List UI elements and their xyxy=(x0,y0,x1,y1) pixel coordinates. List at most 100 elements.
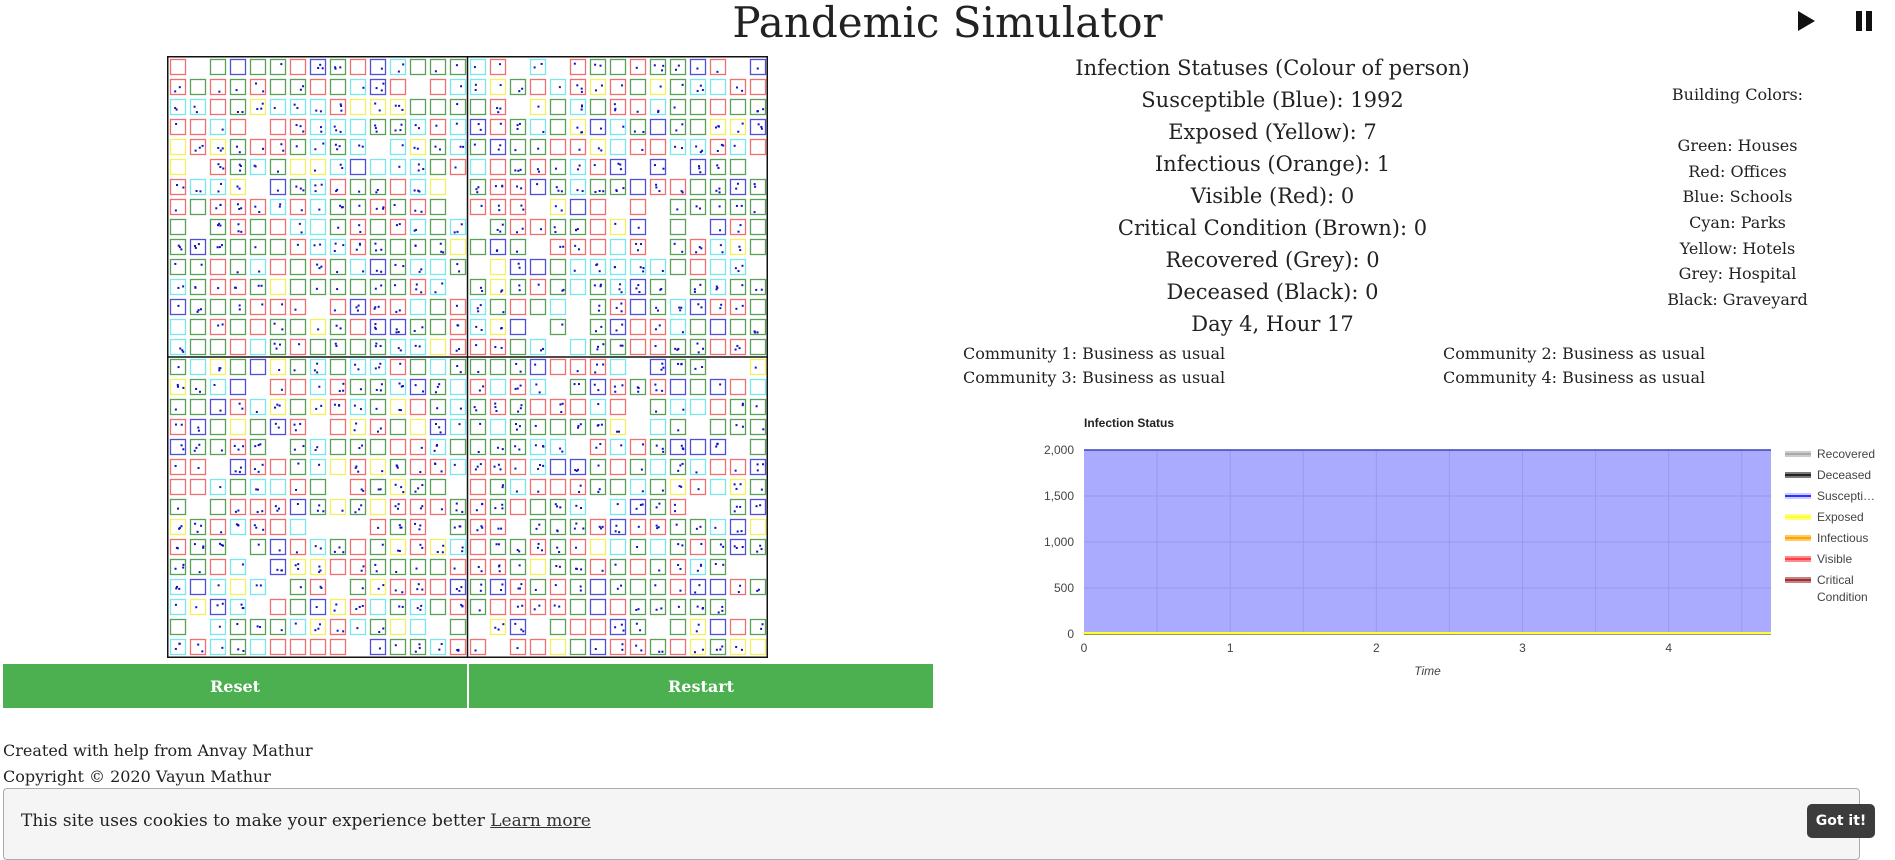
person xyxy=(640,504,642,506)
learn-more-link[interactable]: Learn more xyxy=(490,811,591,831)
building xyxy=(511,560,526,575)
person xyxy=(456,365,458,367)
building xyxy=(391,420,406,435)
person xyxy=(242,607,244,609)
person xyxy=(375,191,377,193)
building xyxy=(311,100,326,115)
person xyxy=(301,209,303,211)
person xyxy=(482,385,484,387)
person xyxy=(318,386,320,388)
building xyxy=(671,640,686,655)
person xyxy=(278,508,280,510)
got-it-button[interactable]: Got it! xyxy=(1807,804,1875,838)
day-hour-clock: Day 4, Hour 17 xyxy=(1000,308,1545,340)
person xyxy=(215,207,217,209)
person xyxy=(681,363,683,365)
person xyxy=(217,190,219,192)
person xyxy=(737,270,739,272)
building xyxy=(571,360,586,375)
person xyxy=(281,328,283,330)
building xyxy=(311,560,326,575)
building xyxy=(411,140,426,155)
community-1-status: Community 1: Business as usual xyxy=(963,344,1225,363)
person xyxy=(378,588,380,590)
person xyxy=(622,126,624,128)
building-colors-legend: Building Colors: Green: Houses Red: Offi… xyxy=(1640,82,1835,312)
person xyxy=(682,463,684,465)
building xyxy=(411,240,426,255)
building xyxy=(711,460,726,475)
person xyxy=(480,584,482,586)
person xyxy=(677,564,679,566)
building xyxy=(431,60,446,75)
simulation-canvas[interactable] xyxy=(167,56,768,658)
person xyxy=(742,426,744,428)
person xyxy=(696,68,698,70)
person xyxy=(418,163,420,165)
person xyxy=(257,625,259,627)
person xyxy=(459,525,461,527)
building xyxy=(471,580,486,595)
person xyxy=(698,351,700,353)
person xyxy=(619,288,621,290)
person xyxy=(654,164,656,166)
person xyxy=(616,190,618,192)
person xyxy=(617,503,619,505)
person xyxy=(297,563,299,565)
person xyxy=(397,508,399,510)
person xyxy=(416,568,418,570)
person xyxy=(174,90,176,92)
person xyxy=(577,168,579,170)
building xyxy=(471,320,486,335)
person xyxy=(196,111,198,113)
reset-button[interactable]: Reset xyxy=(3,664,467,708)
building xyxy=(571,160,586,175)
person xyxy=(197,531,199,533)
person xyxy=(422,168,424,170)
person xyxy=(295,186,297,188)
building xyxy=(351,200,366,215)
person xyxy=(302,189,304,191)
building xyxy=(651,600,666,615)
building xyxy=(531,560,546,575)
person xyxy=(542,465,544,467)
person xyxy=(515,388,517,390)
person xyxy=(256,411,258,413)
person xyxy=(237,648,239,650)
person xyxy=(175,424,177,426)
person xyxy=(315,110,317,112)
person xyxy=(438,383,440,385)
building xyxy=(371,120,386,135)
person xyxy=(340,164,342,166)
person xyxy=(740,530,742,532)
person xyxy=(396,328,398,330)
person xyxy=(517,128,519,130)
person xyxy=(502,448,504,450)
person xyxy=(378,631,380,633)
x-tick-label: 3 xyxy=(1519,641,1526,655)
person xyxy=(358,508,360,510)
person xyxy=(197,644,199,646)
person xyxy=(362,565,364,567)
building xyxy=(571,560,586,575)
person xyxy=(475,84,477,86)
person xyxy=(562,289,564,291)
person xyxy=(355,608,357,610)
building xyxy=(751,420,766,435)
person xyxy=(395,644,397,646)
building xyxy=(191,600,206,615)
building xyxy=(171,500,186,515)
person xyxy=(597,491,599,493)
building xyxy=(391,640,406,655)
building xyxy=(291,160,306,175)
restart-button[interactable]: Restart xyxy=(469,664,933,708)
building xyxy=(171,300,186,315)
pause-icon[interactable] xyxy=(1853,9,1875,33)
building xyxy=(211,200,226,215)
person xyxy=(655,184,657,186)
building xyxy=(311,120,326,135)
building xyxy=(571,200,586,215)
play-icon[interactable] xyxy=(1795,9,1817,33)
building xyxy=(231,400,246,415)
person xyxy=(481,290,483,292)
